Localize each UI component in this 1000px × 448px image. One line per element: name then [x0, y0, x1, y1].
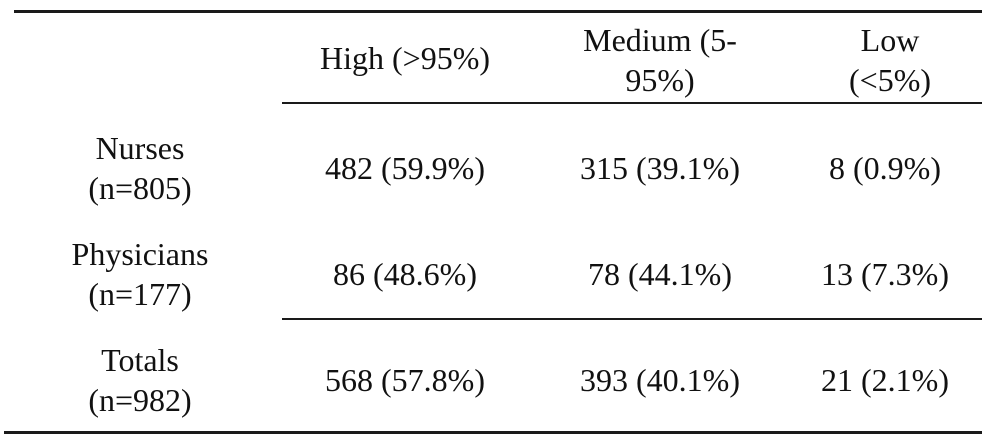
column-header-high-line-1: High (>95%)	[319, 40, 490, 76]
row-label-physicians: Physicians (n=177)	[40, 234, 240, 314]
table-cell: 86 (48.6%)	[333, 256, 477, 292]
column-header-low-line-1: Low	[860, 22, 920, 58]
row-label-totals-line-1: Totals	[101, 342, 179, 378]
row-label-totals: Totals (n=982)	[40, 340, 240, 420]
table-cell: 78 (44.1%)	[588, 256, 732, 292]
table-cell: 315 (39.1%)	[580, 150, 740, 186]
table-cell: 13 (7.3%)	[821, 256, 949, 292]
table-cell: 393 (40.1%)	[580, 362, 740, 398]
table-cell: 21 (2.1%)	[821, 362, 949, 398]
row-label-physicians-line-1: Physicians	[71, 236, 209, 272]
header-rule	[282, 102, 982, 104]
table-cell: 8 (0.9%)	[829, 150, 941, 186]
totals-rule	[282, 318, 982, 320]
table-cell: 568 (57.8%)	[325, 362, 485, 398]
table-bottom-rule	[4, 431, 982, 434]
table-cell: 482 (59.9%)	[325, 150, 485, 186]
row-label-nurses-line-2: (n=805)	[88, 170, 192, 206]
column-header-low: Low (<5%)	[800, 20, 980, 100]
column-header-medium-line-1: Medium (5-	[583, 22, 737, 58]
row-label-nurses: Nurses (n=805)	[40, 128, 240, 208]
row-label-totals-line-2: (n=982)	[88, 382, 192, 418]
column-header-medium-line-2: 95%)	[625, 62, 695, 98]
row-label-physicians-line-2: (n=177)	[88, 276, 192, 312]
table-top-rule	[14, 10, 982, 13]
column-header-high: High (>95%)	[300, 38, 510, 78]
row-label-nurses-line-1: Nurses	[95, 130, 185, 166]
column-header-medium: Medium (5- 95%)	[560, 20, 760, 100]
column-header-low-line-2: (<5%)	[848, 62, 931, 98]
